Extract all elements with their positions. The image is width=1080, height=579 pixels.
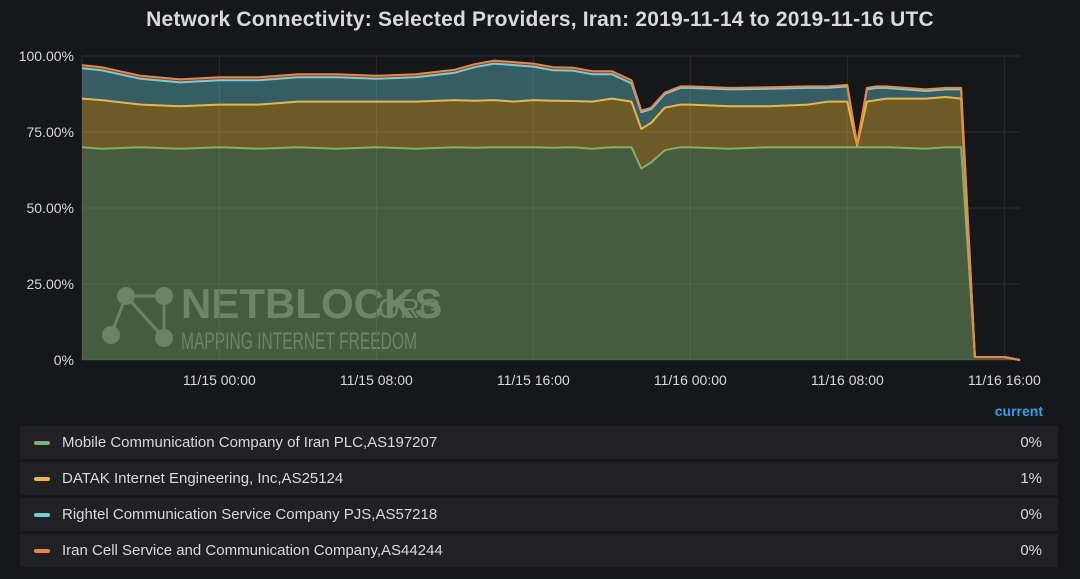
series-line (81, 146, 1021, 361)
netblocks-logo-icon (102, 287, 173, 347)
y-tick-label: 50.00% (27, 200, 74, 216)
watermark-suffix: .ORG (370, 293, 442, 324)
x-tick-label: 11/16 16:00 (968, 372, 1041, 388)
legend-current-header[interactable]: current (994, 403, 1043, 419)
series-line (81, 62, 1021, 361)
legend-item-rightel[interactable]: Rightel Communication Service Company PJ… (20, 498, 1058, 531)
y-tick-label: 0% (54, 352, 74, 368)
legend-item-current: 0% (1020, 542, 1042, 559)
series-area (82, 97, 1020, 360)
legend-item-label: DATAK Internet Engineering, Inc,AS25124 (62, 470, 344, 487)
series-area (82, 63, 1020, 360)
legend-item-current: 0% (1020, 434, 1042, 451)
series-line (81, 59, 1021, 361)
watermark-brand: NETBLOCKS (181, 280, 442, 327)
legend-item-label: Iran Cell Service and Communication Comp… (62, 542, 443, 559)
legend-item-label: Mobile Communication Company of Iran PLC… (62, 434, 438, 451)
legend-item-current: 1% (1020, 470, 1042, 487)
legend-item-label: Rightel Communication Service Company PJ… (62, 506, 438, 523)
legend-item-current: 0% (1020, 506, 1042, 523)
chart-series-lines (81, 59, 1021, 361)
watermark-tagline: MAPPING INTERNET FREEDOM (181, 328, 417, 355)
x-tick-label: 11/16 00:00 (654, 372, 727, 388)
x-tick-label: 11/15 08:00 (340, 372, 413, 388)
netblocks-watermark: NETBLOCKS .ORG MAPPING INTERNET FREEDOM (102, 280, 442, 355)
legend: Mobile Communication Company of Iran PLC… (20, 426, 1058, 570)
chart-grid (81, 55, 1020, 361)
y-tick-label: 75.00% (27, 124, 74, 140)
legend-swatch (34, 440, 50, 445)
y-tick-label: 100.00% (19, 48, 74, 64)
legend-swatch (34, 476, 50, 481)
chart: NETBLOCKS .ORG MAPPING INTERNET FREEDOM … (19, 48, 1041, 388)
x-axis: 11/15 00:00 11/15 08:00 11/15 16:00 11/16 0… (183, 372, 1041, 388)
legend-swatch (34, 548, 50, 553)
chart-title: Network Connectivity: Selected Providers… (146, 8, 934, 31)
x-tick-label: 11/16 08:00 (811, 372, 884, 388)
x-tick-label: 11/15 00:00 (183, 372, 256, 388)
series-line (81, 96, 1021, 361)
y-axis: 0% 25.00% 50.00% 75.00% 100.00% (19, 48, 74, 368)
legend-swatch (34, 512, 50, 517)
series-area (82, 147, 1020, 360)
y-tick-label: 25.00% (27, 276, 74, 292)
x-tick-label: 11/15 16:00 (497, 372, 570, 388)
legend-item-datak[interactable]: DATAK Internet Engineering, Inc,AS25124 … (20, 462, 1058, 495)
legend-item-mci[interactable]: Mobile Communication Company of Iran PLC… (20, 426, 1058, 459)
legend-item-irancell[interactable]: Iran Cell Service and Communication Comp… (20, 534, 1058, 567)
